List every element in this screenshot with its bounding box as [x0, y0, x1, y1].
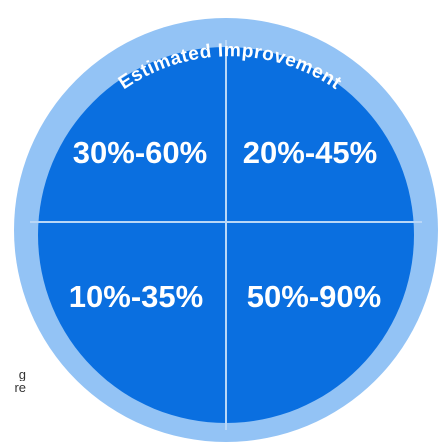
quadrant-bottom-right-label: 50%-90% [247, 279, 381, 314]
clipped-text-line-1: g [18, 368, 26, 381]
clipped-text-line-2: re [14, 381, 26, 394]
quadrant-bottom-left-label: 10%-35% [69, 279, 203, 314]
quadrant-top-right-label: 20%-45% [243, 135, 377, 170]
quadrant-top-left-label: 30%-60% [73, 135, 207, 170]
